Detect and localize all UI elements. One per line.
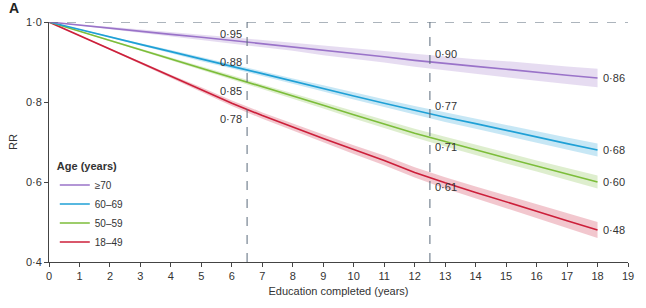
svg-text:0·88: 0·88 [220,56,242,68]
svg-text:1: 1 [76,270,82,282]
svg-text:0·78: 0·78 [220,113,242,125]
svg-text:18: 18 [591,270,603,282]
svg-text:RR: RR [7,134,19,150]
svg-text:18–49: 18–49 [95,237,123,248]
svg-text:0·8: 0·8 [26,96,42,108]
svg-text:9: 9 [320,270,326,282]
svg-text:≥70: ≥70 [95,180,112,191]
svg-text:1·0: 1·0 [26,16,42,28]
svg-text:0·4: 0·4 [26,256,42,268]
svg-text:0·71: 0·71 [435,141,457,153]
svg-text:17: 17 [561,270,573,282]
svg-text:7: 7 [259,270,265,282]
svg-text:13: 13 [439,270,451,282]
svg-text:0·60: 0·60 [603,176,625,188]
svg-text:0·68: 0·68 [603,144,625,156]
svg-text:A: A [9,0,19,16]
svg-text:0·61: 0·61 [435,181,457,193]
svg-text:0: 0 [46,270,52,282]
svg-text:8: 8 [290,270,296,282]
svg-text:Education completed (years): Education completed (years) [268,285,408,297]
svg-text:0·6: 0·6 [26,176,42,188]
svg-text:0·86: 0·86 [603,72,625,84]
svg-text:6: 6 [229,270,235,282]
svg-text:0·77: 0·77 [435,100,457,112]
svg-text:60–69: 60–69 [95,199,123,210]
svg-text:19: 19 [622,270,634,282]
svg-text:3: 3 [137,270,143,282]
svg-text:2: 2 [107,270,113,282]
svg-text:0·95: 0·95 [220,28,242,40]
svg-text:Age (years): Age (years) [57,161,117,173]
svg-text:0·85: 0·85 [220,85,242,97]
svg-text:15: 15 [500,270,512,282]
svg-text:4: 4 [168,270,174,282]
svg-text:12: 12 [409,270,421,282]
svg-text:0·48: 0·48 [603,224,625,236]
svg-text:11: 11 [378,270,389,282]
svg-text:14: 14 [470,270,482,282]
svg-text:50–59: 50–59 [95,218,123,229]
svg-text:16: 16 [530,270,542,282]
svg-text:0·90: 0·90 [435,48,457,60]
svg-text:10: 10 [348,270,360,282]
svg-text:5: 5 [198,270,204,282]
